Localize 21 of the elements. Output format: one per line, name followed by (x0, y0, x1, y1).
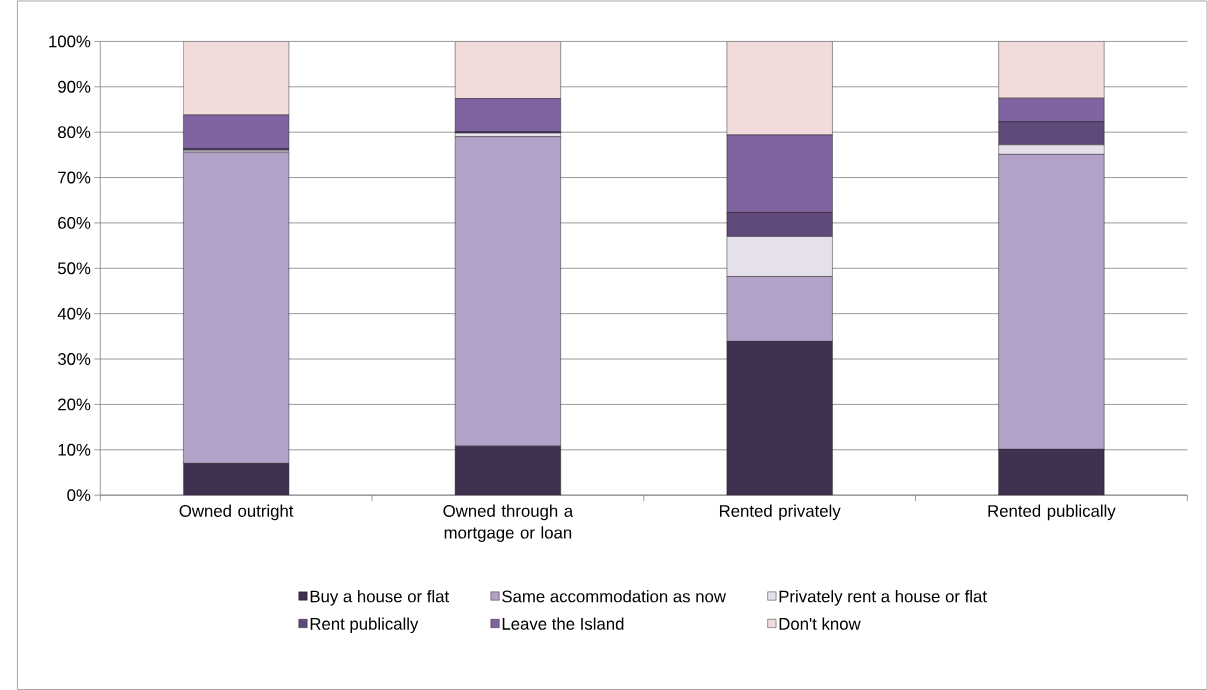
x-tick-label: Owned through a mortgage or loan (443, 504, 574, 542)
legend-label: Don't know (779, 617, 861, 630)
y-tick-label: 60% (58, 216, 91, 229)
x-tick-label: Rented privately (719, 504, 841, 520)
y-tick-label: 40% (57, 307, 91, 320)
legend-label: Rent publically (310, 617, 419, 633)
y-tick-label: 70% (58, 171, 91, 184)
legend-label: Buy a house or flat (310, 589, 450, 606)
y-tick-label: 20% (58, 398, 91, 411)
legend-label: Leave the Island (502, 617, 624, 630)
y-tick-label: 0% (67, 488, 91, 501)
y-tick-label: 100% (49, 35, 91, 48)
legend-label: Same accommodation as now (502, 589, 727, 603)
y-tick-label: 80% (58, 125, 91, 138)
y-tick-label: 10% (58, 443, 91, 456)
y-tick-label: 90% (58, 80, 91, 93)
x-tick-label: Owned outright (179, 504, 294, 520)
legend-label: Privately rent a house or flat (779, 589, 987, 606)
y-tick-label: 50% (57, 262, 91, 274)
y-tick-label: 30% (57, 352, 91, 365)
x-tick-label: Rented publically (988, 504, 1116, 520)
